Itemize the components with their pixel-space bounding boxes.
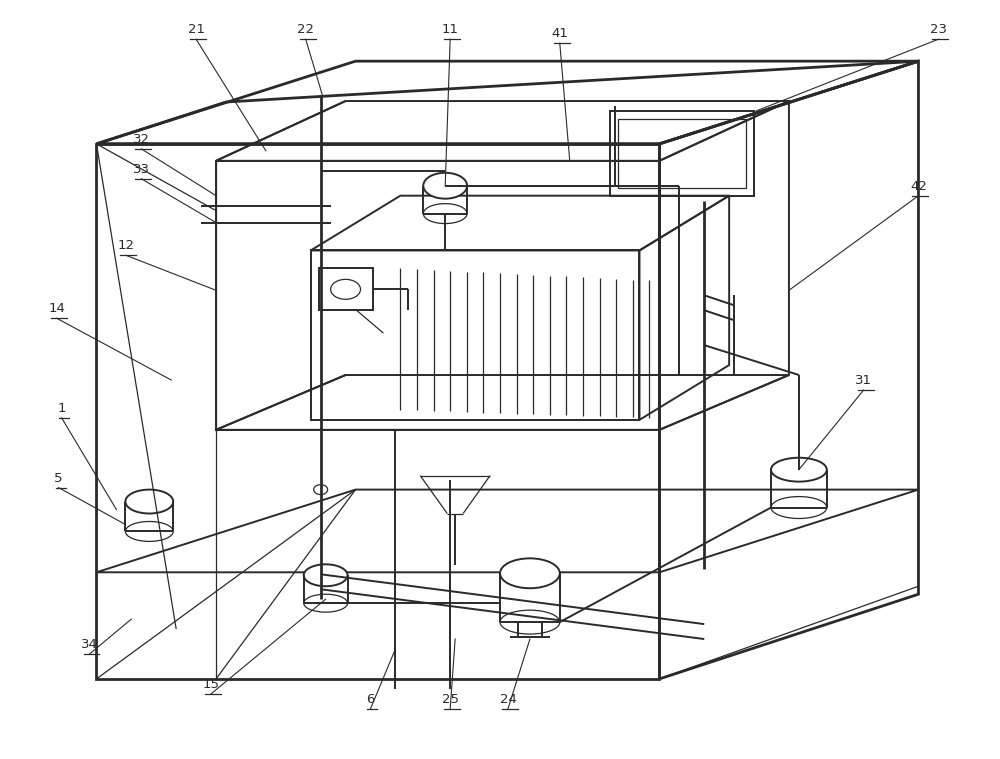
Ellipse shape [771,458,827,482]
Text: 15: 15 [203,678,220,691]
Text: 25: 25 [442,693,459,706]
Text: 24: 24 [500,693,516,706]
Text: 42: 42 [910,180,927,193]
Text: 6: 6 [366,693,375,706]
Ellipse shape [500,559,560,588]
Text: 14: 14 [48,302,65,315]
Ellipse shape [125,490,173,514]
Text: 11: 11 [442,24,459,36]
Text: 12: 12 [118,240,135,253]
Text: 31: 31 [855,374,872,387]
Text: 23: 23 [930,24,947,36]
Text: 21: 21 [188,24,205,36]
Text: 1: 1 [57,402,66,415]
Text: 41: 41 [551,27,568,40]
Text: 22: 22 [297,24,314,36]
Text: 33: 33 [133,162,150,176]
Ellipse shape [331,279,361,299]
Ellipse shape [423,173,467,199]
Text: 32: 32 [133,133,150,146]
Text: 34: 34 [81,638,98,651]
Text: 5: 5 [54,471,63,484]
Ellipse shape [304,565,348,586]
Ellipse shape [314,484,328,495]
